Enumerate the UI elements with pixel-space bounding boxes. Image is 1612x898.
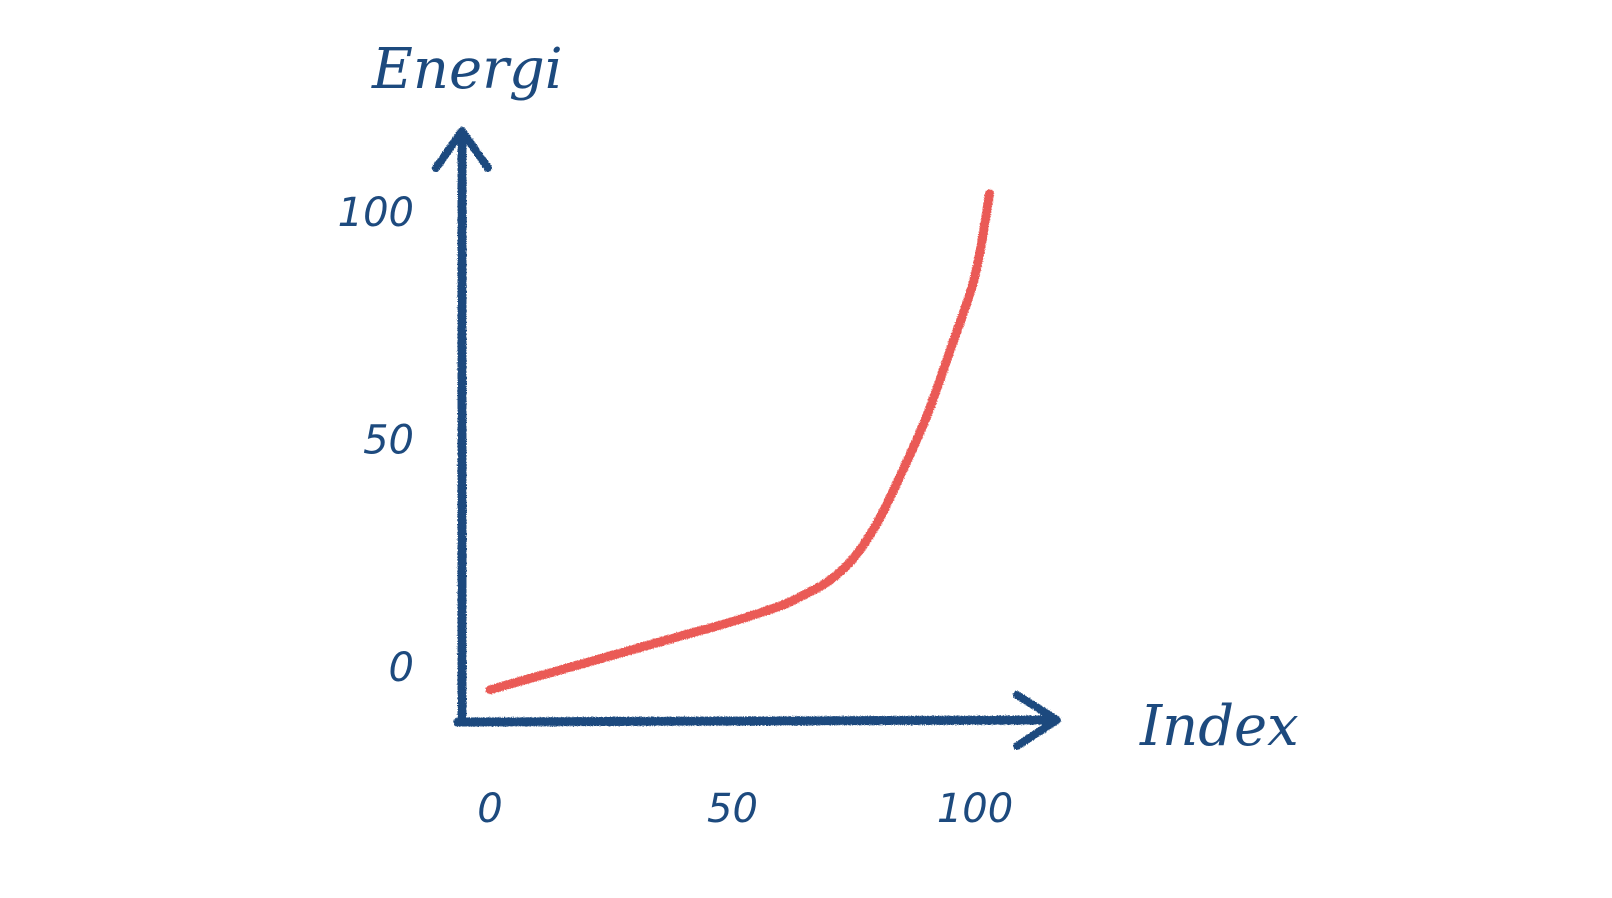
x-axis-label: Index <box>1139 694 1299 759</box>
x-tick-labels: 0 50 100 <box>477 786 1013 832</box>
y-axis-arrowhead <box>432 127 492 172</box>
x-axis-line <box>453 715 1058 727</box>
x-tick-label-50: 50 <box>707 786 758 832</box>
y-tick-labels: 0 50 100 <box>338 190 414 691</box>
series-line <box>485 189 994 695</box>
y-tick-label-0: 0 <box>389 645 414 691</box>
y-axis-label: Energi <box>371 37 563 102</box>
axes <box>432 127 1061 750</box>
x-axis-arrowhead <box>1013 691 1061 750</box>
y-tick-label-50: 50 <box>363 418 414 464</box>
y-tick-label-100: 100 <box>338 190 414 236</box>
x-tick-label-100: 100 <box>937 786 1013 832</box>
x-tick-label-0: 0 <box>477 786 502 832</box>
